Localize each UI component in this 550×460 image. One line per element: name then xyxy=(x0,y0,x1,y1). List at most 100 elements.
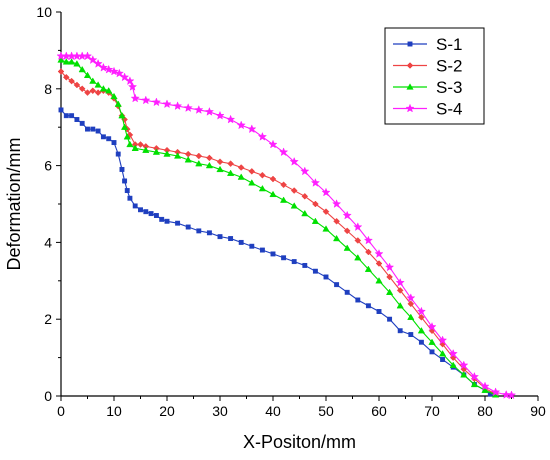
data-point xyxy=(114,68,124,78)
data-point xyxy=(248,179,256,186)
data-point xyxy=(143,209,149,215)
data-point xyxy=(363,235,374,245)
x-axis-title: X-Positon/mm xyxy=(243,432,356,452)
data-point xyxy=(132,203,138,209)
data-point xyxy=(142,146,150,153)
data-point xyxy=(334,282,340,288)
data-point xyxy=(481,386,489,393)
data-point xyxy=(94,89,102,96)
data-point xyxy=(119,72,130,82)
data-point xyxy=(58,107,64,113)
data-point xyxy=(228,236,234,242)
data-point xyxy=(172,101,183,111)
data-point xyxy=(268,139,278,149)
data-point xyxy=(85,126,90,132)
data-point xyxy=(333,217,340,225)
data-point xyxy=(353,222,363,232)
data-point xyxy=(440,357,446,362)
x-tick-label: 20 xyxy=(159,403,175,419)
data-point xyxy=(385,288,394,295)
data-point xyxy=(249,243,255,249)
data-point xyxy=(119,166,125,172)
data-point xyxy=(98,62,109,72)
data-point xyxy=(344,289,350,295)
x-tick-label: 10 xyxy=(106,403,122,419)
data-point xyxy=(365,303,371,309)
data-point xyxy=(164,218,170,224)
x-tick-label: 0 xyxy=(57,403,65,419)
y-tick-label: 4 xyxy=(44,234,52,250)
data-point xyxy=(120,123,129,130)
data-point xyxy=(88,55,98,64)
data-point xyxy=(89,87,97,95)
legend: S-1 S-2 S-3 S-4 xyxy=(384,27,485,125)
data-point xyxy=(195,152,203,160)
series-line xyxy=(60,109,491,395)
data-point xyxy=(506,390,517,400)
data-point xyxy=(196,228,202,234)
legend-item: S-4 xyxy=(393,100,462,119)
x-tick-label: 60 xyxy=(371,403,387,419)
data-point xyxy=(238,239,244,245)
data-point xyxy=(460,371,468,378)
data-point xyxy=(323,274,329,280)
data-point xyxy=(206,230,212,236)
series-layer xyxy=(56,51,517,400)
data-point xyxy=(365,248,372,256)
data-point xyxy=(387,316,393,322)
data-point xyxy=(470,380,479,388)
data-point xyxy=(184,156,192,163)
data-point xyxy=(95,128,101,134)
data-point xyxy=(375,277,383,284)
data-point xyxy=(270,251,276,257)
data-point xyxy=(408,332,414,338)
legend-item: S-2 xyxy=(393,57,462,76)
x-tick-label: 30 xyxy=(212,403,228,419)
data-point xyxy=(183,103,193,112)
data-point xyxy=(289,156,299,166)
data-point xyxy=(99,85,108,92)
data-point xyxy=(416,306,427,316)
data-point xyxy=(236,120,246,130)
data-point xyxy=(62,58,70,65)
data-point xyxy=(131,144,139,151)
data-point xyxy=(89,77,97,84)
data-point xyxy=(407,313,415,320)
data-point xyxy=(259,247,265,253)
data-point xyxy=(248,168,256,175)
data-point xyxy=(73,81,81,89)
data-point xyxy=(100,134,106,140)
series-s-4 xyxy=(56,51,517,400)
data-point xyxy=(163,150,171,157)
data-point xyxy=(137,141,144,148)
data-point xyxy=(280,181,287,189)
y-tick-label: 10 xyxy=(36,4,52,20)
data-point xyxy=(301,192,309,200)
data-point xyxy=(126,140,134,148)
data-point xyxy=(354,237,362,244)
data-point xyxy=(122,178,128,184)
legend-marker xyxy=(405,103,415,113)
data-point xyxy=(115,151,121,157)
data-point xyxy=(84,89,91,96)
data-point xyxy=(300,166,310,176)
data-point xyxy=(125,76,135,86)
data-point xyxy=(78,65,86,73)
data-point xyxy=(57,56,65,63)
data-point xyxy=(417,327,426,334)
data-point xyxy=(104,64,114,74)
data-point xyxy=(114,100,122,107)
data-point xyxy=(151,97,162,107)
data-point xyxy=(62,73,70,81)
data-point xyxy=(83,71,92,79)
data-point xyxy=(93,58,103,68)
data-point xyxy=(301,209,309,217)
data-point xyxy=(215,110,225,120)
data-point xyxy=(106,136,112,142)
data-point xyxy=(291,259,297,265)
data-point xyxy=(480,381,490,391)
data-point xyxy=(217,234,223,240)
x-tick-label: 90 xyxy=(530,403,546,419)
data-point xyxy=(123,133,131,140)
data-point xyxy=(216,158,224,166)
